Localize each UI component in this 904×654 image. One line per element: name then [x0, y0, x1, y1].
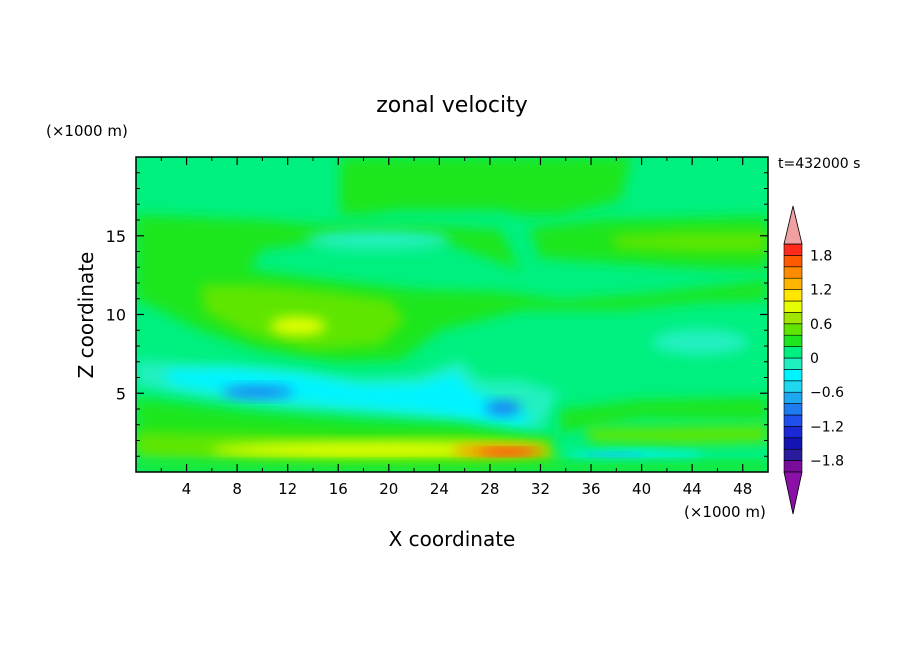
- colorbar-bin: [783, 334, 803, 347]
- y-tick-label: 5: [116, 384, 126, 403]
- colorbar-bin: [783, 300, 803, 313]
- x-tick-label: 40: [632, 480, 651, 498]
- colorbar-bin: [783, 289, 803, 302]
- x-tick-label: 16: [329, 480, 348, 498]
- red-jet-core: [477, 449, 537, 455]
- x-tick-label: 44: [683, 480, 702, 498]
- x-tick-label: 4: [182, 480, 192, 498]
- colorbar-bin: [783, 277, 803, 290]
- colorbar-over-arrow: [783, 205, 803, 245]
- upper-green-region: [340, 157, 632, 215]
- colorbar-bin: [783, 243, 803, 256]
- y-units-label: (×1000 m): [46, 122, 128, 140]
- colorbar-bin: [783, 266, 803, 279]
- yellow-green-band-right: [612, 232, 768, 252]
- cyan-blob-right: [652, 329, 748, 355]
- colorbar-bin: [783, 312, 803, 325]
- time-label: t=432000 s: [778, 156, 860, 172]
- colorbar-label: 1.2: [810, 283, 832, 299]
- green-surface-layer: [136, 462, 768, 472]
- x-tick-label: 28: [480, 480, 499, 498]
- colorbar: 1.8 1.2 0.6 0 −0.6 −1.2 −1.8: [783, 205, 844, 515]
- cyan-blob-upper: [306, 230, 450, 250]
- colorbar-bin: [783, 323, 803, 336]
- x-axis: 4 8 12 16 20 24 28 32 36 40 44 48: [160, 157, 752, 498]
- colorbar-label: −0.6: [810, 385, 844, 401]
- colorbar-label: −1.2: [810, 419, 844, 435]
- colorbar-bin: [783, 437, 803, 450]
- discontinuity-line: [551, 329, 560, 461]
- x-tick-label: 12: [278, 480, 297, 498]
- colorbar-bin: [783, 403, 803, 416]
- colorbar-label: 1.8: [810, 248, 832, 264]
- plot-area: [136, 157, 768, 472]
- blue-streak-lower-right: [585, 453, 645, 457]
- x-tick-label: 20: [379, 480, 398, 498]
- colorbar-bin: [783, 369, 803, 382]
- blue-blob-left: [222, 386, 294, 398]
- colorbar-bin: [783, 255, 803, 268]
- chart-title: zonal velocity: [376, 93, 528, 118]
- y-axis-label: Z coordinate: [74, 252, 98, 379]
- colorbar-under-arrow: [783, 471, 803, 515]
- colorbar-bin: [783, 346, 803, 359]
- colorbar-bin: [783, 357, 803, 370]
- x-tick-label: 36: [581, 480, 600, 498]
- blue-blob-mid: [485, 401, 521, 415]
- colorbar-bin: [783, 391, 803, 404]
- colorbar-bin: [783, 380, 803, 393]
- x-units-label: (×1000 m): [684, 503, 766, 521]
- yellow-blob-upper: [270, 317, 326, 335]
- y-axis: 5 10 15: [106, 172, 768, 457]
- y-tick-label: 10: [106, 306, 126, 325]
- x-tick-label: 48: [733, 480, 752, 498]
- colorbar-bin: [783, 460, 803, 473]
- colorbar-bin: [783, 426, 803, 439]
- x-tick-label: 24: [430, 480, 449, 498]
- x-tick-label: 8: [232, 480, 242, 498]
- lower-right-yellow-green: [585, 425, 768, 444]
- y-tick-label: 15: [106, 227, 126, 246]
- green-band-lower: [136, 397, 768, 448]
- colorbar-label: 0.6: [810, 317, 832, 333]
- colorbar-bin: [783, 448, 803, 461]
- x-tick-label: 32: [531, 480, 550, 498]
- colorbar-label: 0: [810, 351, 819, 367]
- light-cyan-layer: [166, 368, 535, 425]
- colorbar-bin: [783, 414, 803, 427]
- x-axis-label: X coordinate: [389, 527, 516, 551]
- colorbar-label: −1.8: [810, 454, 844, 470]
